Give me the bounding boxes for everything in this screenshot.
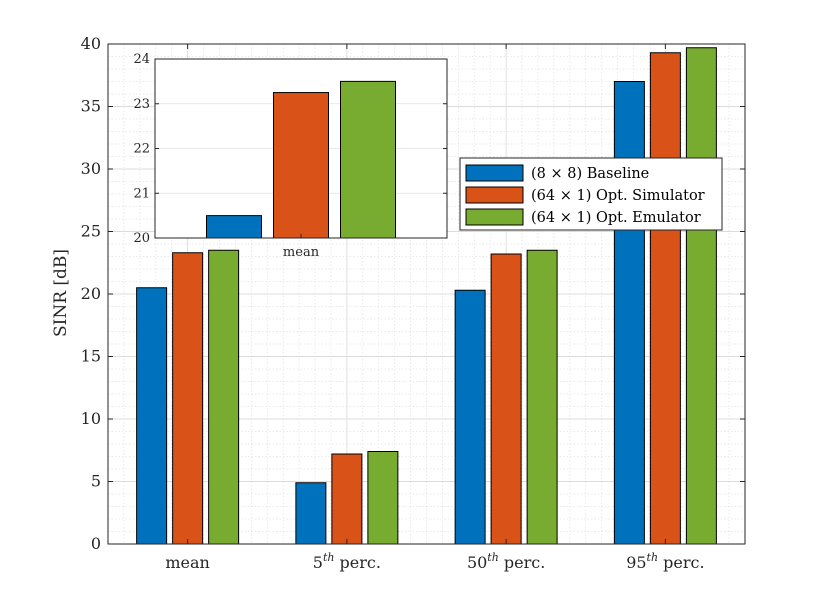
inset-y-tick-label: 21: [133, 186, 150, 201]
inset-y-tick-label: 24: [133, 52, 150, 67]
inset-bar-1: [206, 215, 262, 239]
bar-1-4: [613, 81, 645, 545]
bar-3-4: [685, 47, 717, 545]
legend-label-2: (64 × 1) Opt. Simulator: [531, 188, 705, 204]
y-tick-label: 25: [81, 222, 101, 241]
y-tick-label: 20: [81, 284, 101, 303]
y-tick-label: 35: [81, 97, 101, 116]
legend-swatch-1: [465, 164, 524, 182]
y-tick-label: 0: [91, 534, 101, 553]
inset-x-tick-label: mean: [283, 245, 320, 260]
legend-swatch-3: [465, 208, 524, 226]
x-tick-label-3: 50th perc.: [467, 551, 545, 572]
legend: (8 × 8) Baseline (64 × 1) Opt. Simulator (…: [459, 157, 723, 231]
bar-1-2: [295, 482, 327, 545]
x-tick-label-1: mean: [165, 553, 209, 572]
bar-2-2: [331, 453, 363, 545]
y-axis: 0 5 10 15 20 25 30 35 40: [81, 34, 745, 553]
bar-3-3: [526, 249, 558, 545]
bar-1-3: [454, 289, 486, 545]
inset-y-tick-label: 23: [133, 97, 150, 112]
y-tick-label: 30: [81, 159, 101, 178]
bar-2-1: [172, 252, 204, 545]
inset-y-tick-label: 20: [133, 231, 150, 246]
legend-swatch-2: [465, 186, 524, 204]
legend-label-1: (8 × 8) Baseline: [531, 166, 649, 182]
y-tick-label: 40: [81, 34, 101, 53]
bar-3-1: [208, 249, 240, 545]
inset-bar-2: [273, 92, 329, 239]
inset-y-tick-label: 22: [133, 142, 150, 157]
y-tick-label: 5: [91, 472, 101, 491]
inset-bar-3: [340, 80, 396, 239]
y-tick-label: 10: [81, 409, 101, 428]
y-tick-label: 15: [81, 347, 101, 366]
bar-2-3: [490, 253, 522, 545]
legend-label-3: (64 × 1) Opt. Emulator: [531, 210, 701, 226]
bar-2-4: [649, 52, 681, 545]
bar-3-2: [367, 451, 399, 545]
x-tick-label-2: 5th perc.: [313, 551, 381, 572]
bars: [136, 47, 717, 545]
x-tick-label-4: 95th perc.: [626, 551, 704, 572]
inset-chart: 20 21 22 23 24 mean: [133, 52, 448, 260]
bar-1-1: [136, 287, 168, 545]
y-axis-label: SINR [dB]: [51, 249, 71, 337]
x-axis: mean 5th perc. 50th perc. 95th perc.: [165, 44, 705, 572]
